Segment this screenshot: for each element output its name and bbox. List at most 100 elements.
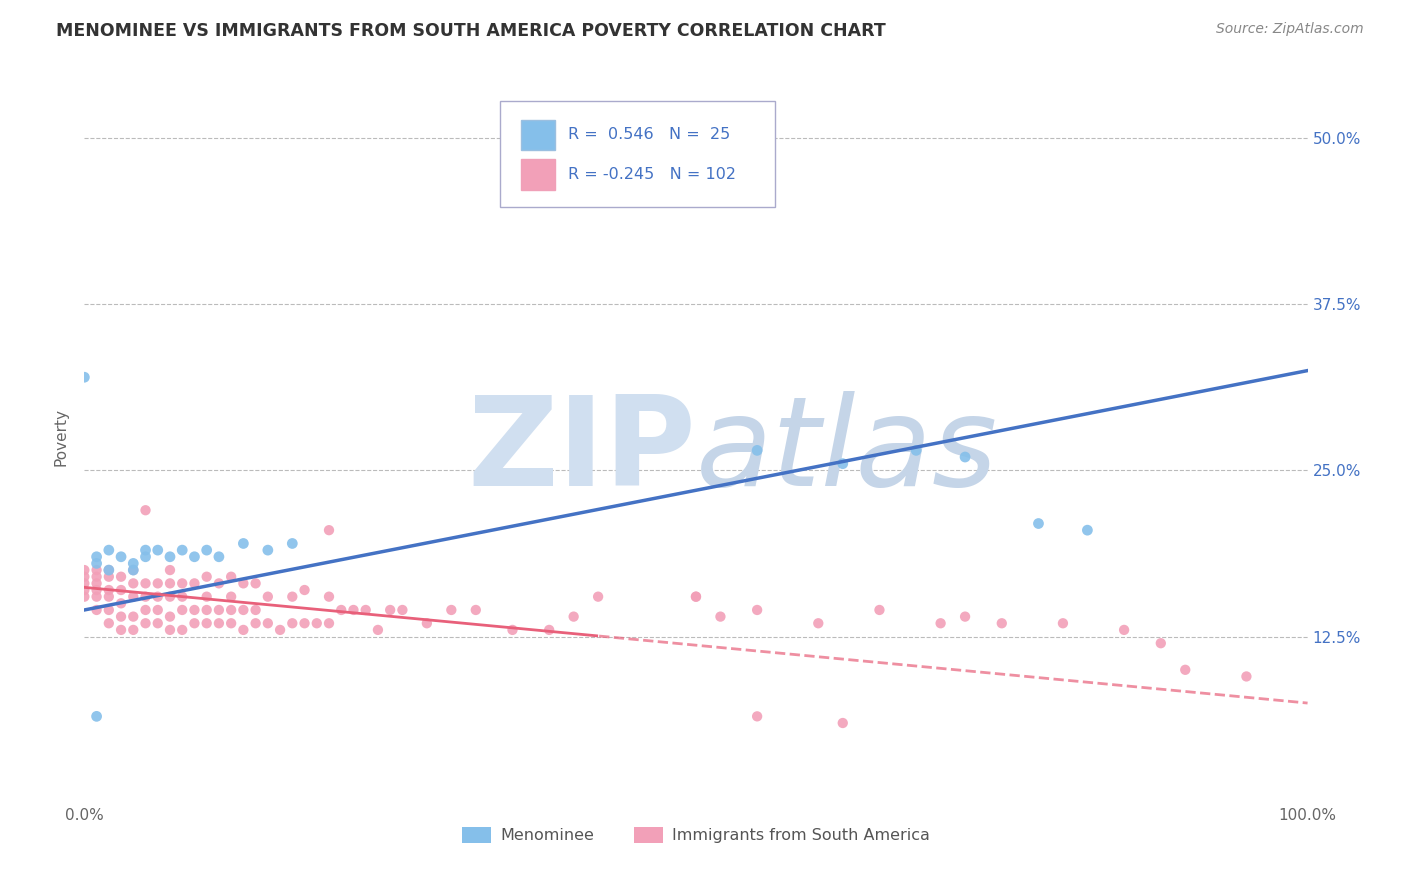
Point xyxy=(747,709,769,723)
Point xyxy=(110,596,132,610)
Point xyxy=(232,576,254,591)
Point xyxy=(208,603,231,617)
Point xyxy=(831,716,853,731)
Point xyxy=(159,623,181,637)
Point xyxy=(146,590,169,604)
Point xyxy=(122,609,145,624)
Point xyxy=(219,590,242,604)
Point xyxy=(86,603,108,617)
Text: R =  0.546   N =  25: R = 0.546 N = 25 xyxy=(568,128,730,143)
Point xyxy=(135,543,157,558)
Point xyxy=(367,623,389,637)
Point xyxy=(195,543,218,558)
Point xyxy=(97,563,120,577)
Point xyxy=(354,603,377,617)
Point xyxy=(73,370,96,384)
Point xyxy=(1076,523,1098,537)
Point xyxy=(245,616,267,631)
Point xyxy=(146,603,169,617)
Point xyxy=(122,563,145,577)
Point xyxy=(195,590,218,604)
Point xyxy=(146,543,169,558)
Point xyxy=(73,576,96,591)
Point xyxy=(159,590,181,604)
Point xyxy=(195,603,218,617)
Point xyxy=(685,590,707,604)
Point xyxy=(1028,516,1050,531)
Point xyxy=(219,603,242,617)
Point xyxy=(159,549,181,564)
Point xyxy=(97,563,120,577)
Point xyxy=(86,557,108,571)
Point xyxy=(232,623,254,637)
Point xyxy=(232,603,254,617)
Point xyxy=(122,557,145,571)
Point xyxy=(330,603,353,617)
Point xyxy=(97,590,120,604)
Point xyxy=(905,443,928,458)
Point xyxy=(208,576,231,591)
Point xyxy=(73,570,96,584)
Point xyxy=(747,443,769,458)
Point xyxy=(709,609,731,624)
Point xyxy=(257,590,280,604)
Point xyxy=(929,616,952,631)
Point xyxy=(991,616,1014,631)
Point xyxy=(172,590,194,604)
Point xyxy=(869,603,891,617)
Point xyxy=(1236,669,1258,683)
Point xyxy=(440,603,463,617)
Point xyxy=(97,543,120,558)
Point xyxy=(135,576,157,591)
Point xyxy=(86,576,108,591)
Point xyxy=(257,616,280,631)
Point xyxy=(232,536,254,550)
Point xyxy=(122,563,145,577)
Y-axis label: Poverty: Poverty xyxy=(53,408,69,467)
Point xyxy=(86,563,108,577)
Point xyxy=(305,616,328,631)
Point xyxy=(269,623,291,637)
Point xyxy=(831,457,853,471)
Point xyxy=(86,582,108,597)
Point xyxy=(318,590,340,604)
Point xyxy=(281,536,304,550)
Text: R = -0.245   N = 102: R = -0.245 N = 102 xyxy=(568,167,735,182)
Point xyxy=(172,576,194,591)
Point xyxy=(110,609,132,624)
Point xyxy=(281,616,304,631)
Point xyxy=(172,623,194,637)
FancyBboxPatch shape xyxy=(501,101,776,207)
Point xyxy=(73,563,96,577)
Point xyxy=(122,623,145,637)
Point xyxy=(1174,663,1197,677)
Point xyxy=(294,582,316,597)
Point xyxy=(183,616,205,631)
Point xyxy=(747,603,769,617)
Point xyxy=(146,616,169,631)
Point xyxy=(110,549,132,564)
Point xyxy=(562,609,585,624)
Point xyxy=(416,616,439,631)
Point xyxy=(502,623,524,637)
Point xyxy=(122,576,145,591)
Point xyxy=(538,623,561,637)
Point xyxy=(195,616,218,631)
Point xyxy=(245,576,267,591)
Point xyxy=(318,523,340,537)
Point xyxy=(342,603,364,617)
Point xyxy=(183,603,205,617)
Point xyxy=(807,616,830,631)
Point xyxy=(1114,623,1136,637)
Point xyxy=(73,582,96,597)
Point xyxy=(172,543,194,558)
Point xyxy=(318,616,340,631)
Point xyxy=(380,603,402,617)
Point xyxy=(97,582,120,597)
Point xyxy=(97,603,120,617)
Point xyxy=(464,603,486,617)
Point xyxy=(73,590,96,604)
Point xyxy=(135,603,157,617)
Point xyxy=(586,590,609,604)
Point xyxy=(97,570,120,584)
